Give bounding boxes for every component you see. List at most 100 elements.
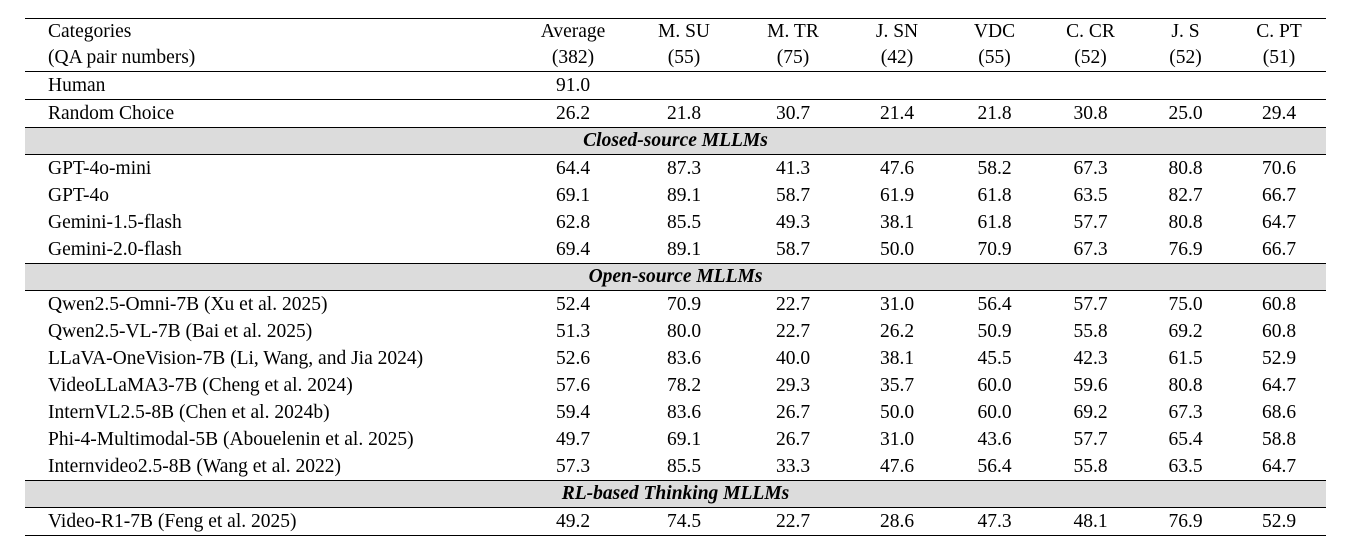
row-label: GPT-4o-mini [48,157,152,179]
score-cell: 70.9 [977,238,1012,260]
score-cell: 30.7 [775,102,811,124]
score-cell: 43.6 [977,428,1012,450]
score-cell: 29.4 [1261,102,1297,124]
score-cell: 64.7 [1261,455,1297,477]
row-label: LLaVA-OneVision-7B (Li, Wang, and Jia 20… [48,347,424,369]
score-cell: 26.2 [879,320,915,342]
header-col-count: (55) [629,45,739,72]
score-cell: 50.9 [977,320,1012,342]
header-col-count: (42) [847,45,947,72]
score-cell: 66.7 [1261,238,1297,260]
score-cell [1042,71,1139,100]
score-cell: 22.7 [775,320,811,342]
score-cell: 57.7 [1073,211,1108,233]
section-title: RL-based Thinking MLLMs [25,480,1326,508]
score-cell: 49.7 [555,428,591,450]
score-cell: 67.3 [1073,157,1108,179]
score-cell: 50.0 [879,238,915,260]
score-cell: 63.5 [1168,455,1203,477]
score-cell: 49.2 [517,507,629,536]
score-cell: 42.3 [1073,347,1108,369]
table-row: Gemini-1.5-flash 62.8 85.5 49.3 38.1 61.8 57.7… [25,209,1326,236]
score-cell: 52.9 [1261,347,1297,369]
score-cell: 56.4 [977,293,1012,315]
table-row: Gemini-2.0-flash 69.4 89.1 58.7 50.0 70.9 67.3… [25,236,1326,264]
score-cell: 74.5 [629,507,739,536]
score-cell [629,71,739,100]
score-cell: 80.0 [666,320,702,342]
header-col-count: (52) [1139,45,1232,72]
row-label: VideoLLaMA3-7B (Cheng et al. 2024) [48,374,353,396]
header-col-name: M. TR [739,18,847,45]
score-cell: 55.8 [1073,455,1108,477]
score-cell: 66.7 [1261,184,1297,206]
score-cell: 60.0 [977,401,1012,423]
score-cell: 57.7 [1073,428,1108,450]
score-cell: 69.4 [555,238,591,260]
score-cell: 31.0 [879,293,915,315]
score-cell: 31.0 [879,428,915,450]
table-row: Random Choice 26.2 21.8 30.7 21.4 21.8 30.8 25.… [25,100,1326,128]
score-cell: 33.3 [775,455,811,477]
row-label: Qwen2.5-VL-7B (Bai et al. 2025) [48,320,313,342]
score-cell: 21.8 [666,102,702,124]
score-cell: 59.4 [555,401,591,423]
score-cell: 75.0 [1168,293,1203,315]
score-cell: 30.8 [1073,102,1108,124]
header-col-count: (75) [739,45,847,72]
score-cell: 85.5 [666,211,702,233]
score-cell: 89.1 [666,238,702,260]
score-cell: 22.7 [775,293,811,315]
table-row: Qwen2.5-Omni-7B (Xu et al. 2025) 52.4 70.9… [25,291,1326,319]
score-cell: 57.3 [555,455,591,477]
score-cell: 26.7 [775,401,811,423]
score-cell: 76.9 [1168,238,1203,260]
header-col-count: (52) [1042,45,1139,72]
score-cell: 65.4 [1168,428,1203,450]
score-cell: 35.7 [879,374,915,396]
score-cell: 21.4 [879,102,915,124]
score-cell: 57.6 [555,374,591,396]
score-cell: 21.8 [977,102,1012,124]
score-cell: 26.2 [555,102,591,124]
score-cell: 67.3 [1168,401,1203,423]
score-cell: 87.3 [666,157,702,179]
score-cell: 80.8 [1168,157,1203,179]
score-cell: 25.0 [1168,102,1203,124]
score-cell: 61.8 [977,211,1012,233]
header-col-count: (51) [1232,45,1326,72]
score-cell: 69.2 [1073,401,1108,423]
score-cell: 58.7 [775,238,811,260]
score-cell: 49.3 [775,211,811,233]
score-cell: 91.0 [517,71,629,100]
score-cell: 60.0 [977,374,1012,396]
score-cell: 69.1 [555,184,591,206]
table-row: Video-R1-7B (Feng et al. 2025) 49.2 74.5 22… [25,507,1326,536]
score-cell: 57.7 [1073,293,1108,315]
row-label: GPT-4o [48,184,110,206]
score-cell: 48.1 [1042,507,1139,536]
score-cell: 69.1 [666,428,702,450]
score-cell: 61.9 [879,184,915,206]
results-table: Categories Average M. SU M. TR J. SN VDC… [25,18,1326,536]
results-table-container: Categories Average M. SU M. TR J. SN VDC… [25,18,1326,536]
row-label: Gemini-1.5-flash [48,211,182,233]
score-cell: 50.0 [879,401,915,423]
row-label: Human [25,71,517,100]
score-cell: 56.4 [977,455,1012,477]
score-cell: 29.3 [775,374,811,396]
score-cell: 26.7 [775,428,811,450]
score-cell [1232,71,1326,100]
table-row: Human 91.0 [25,71,1326,100]
header-col-name: Average [517,18,629,45]
score-cell: 22.7 [739,507,847,536]
header-row-names: Categories Average M. SU M. TR J. SN VDC… [25,18,1326,45]
score-cell: 83.6 [666,347,702,369]
score-cell: 38.1 [879,347,915,369]
section-header-row: RL-based Thinking MLLMs [25,480,1326,508]
score-cell: 70.9 [666,293,702,315]
score-cell: 70.6 [1261,157,1297,179]
score-cell: 41.3 [775,157,811,179]
section-title: Open-source MLLMs [25,263,1326,291]
score-cell: 89.1 [666,184,702,206]
